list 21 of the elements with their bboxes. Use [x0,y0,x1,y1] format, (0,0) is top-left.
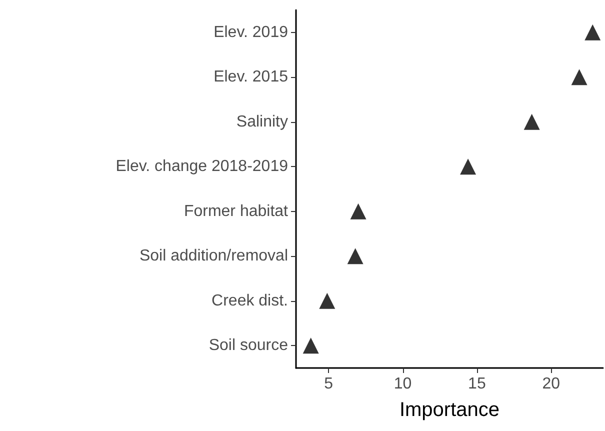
y-tick-label: Salinity [236,113,288,130]
point [571,69,588,86]
x-tick-label: 5 [324,376,334,392]
point [350,203,366,220]
x-tick-label: 10 [394,376,412,392]
point [319,292,336,309]
x-axis-title: Importance [399,399,500,421]
point [584,24,601,40]
x-tick-label: 20 [542,376,560,392]
point [460,158,476,175]
x-tick-label: 15 [468,376,486,392]
y-tick-label: Creek dist. [212,292,288,310]
y-tick-label: Elev. 2015 [214,68,288,86]
point [347,248,364,264]
point [302,338,319,354]
y-tick-label: Elev. change 2018-2019 [116,158,288,176]
y-tick-label: Elev. 2019 [214,24,288,41]
y-tick-label: Soil addition/removal [139,248,288,265]
y-tick-label: Soil source [208,337,288,354]
y-tick-label: Former habitat [184,202,289,220]
point [524,114,540,130]
